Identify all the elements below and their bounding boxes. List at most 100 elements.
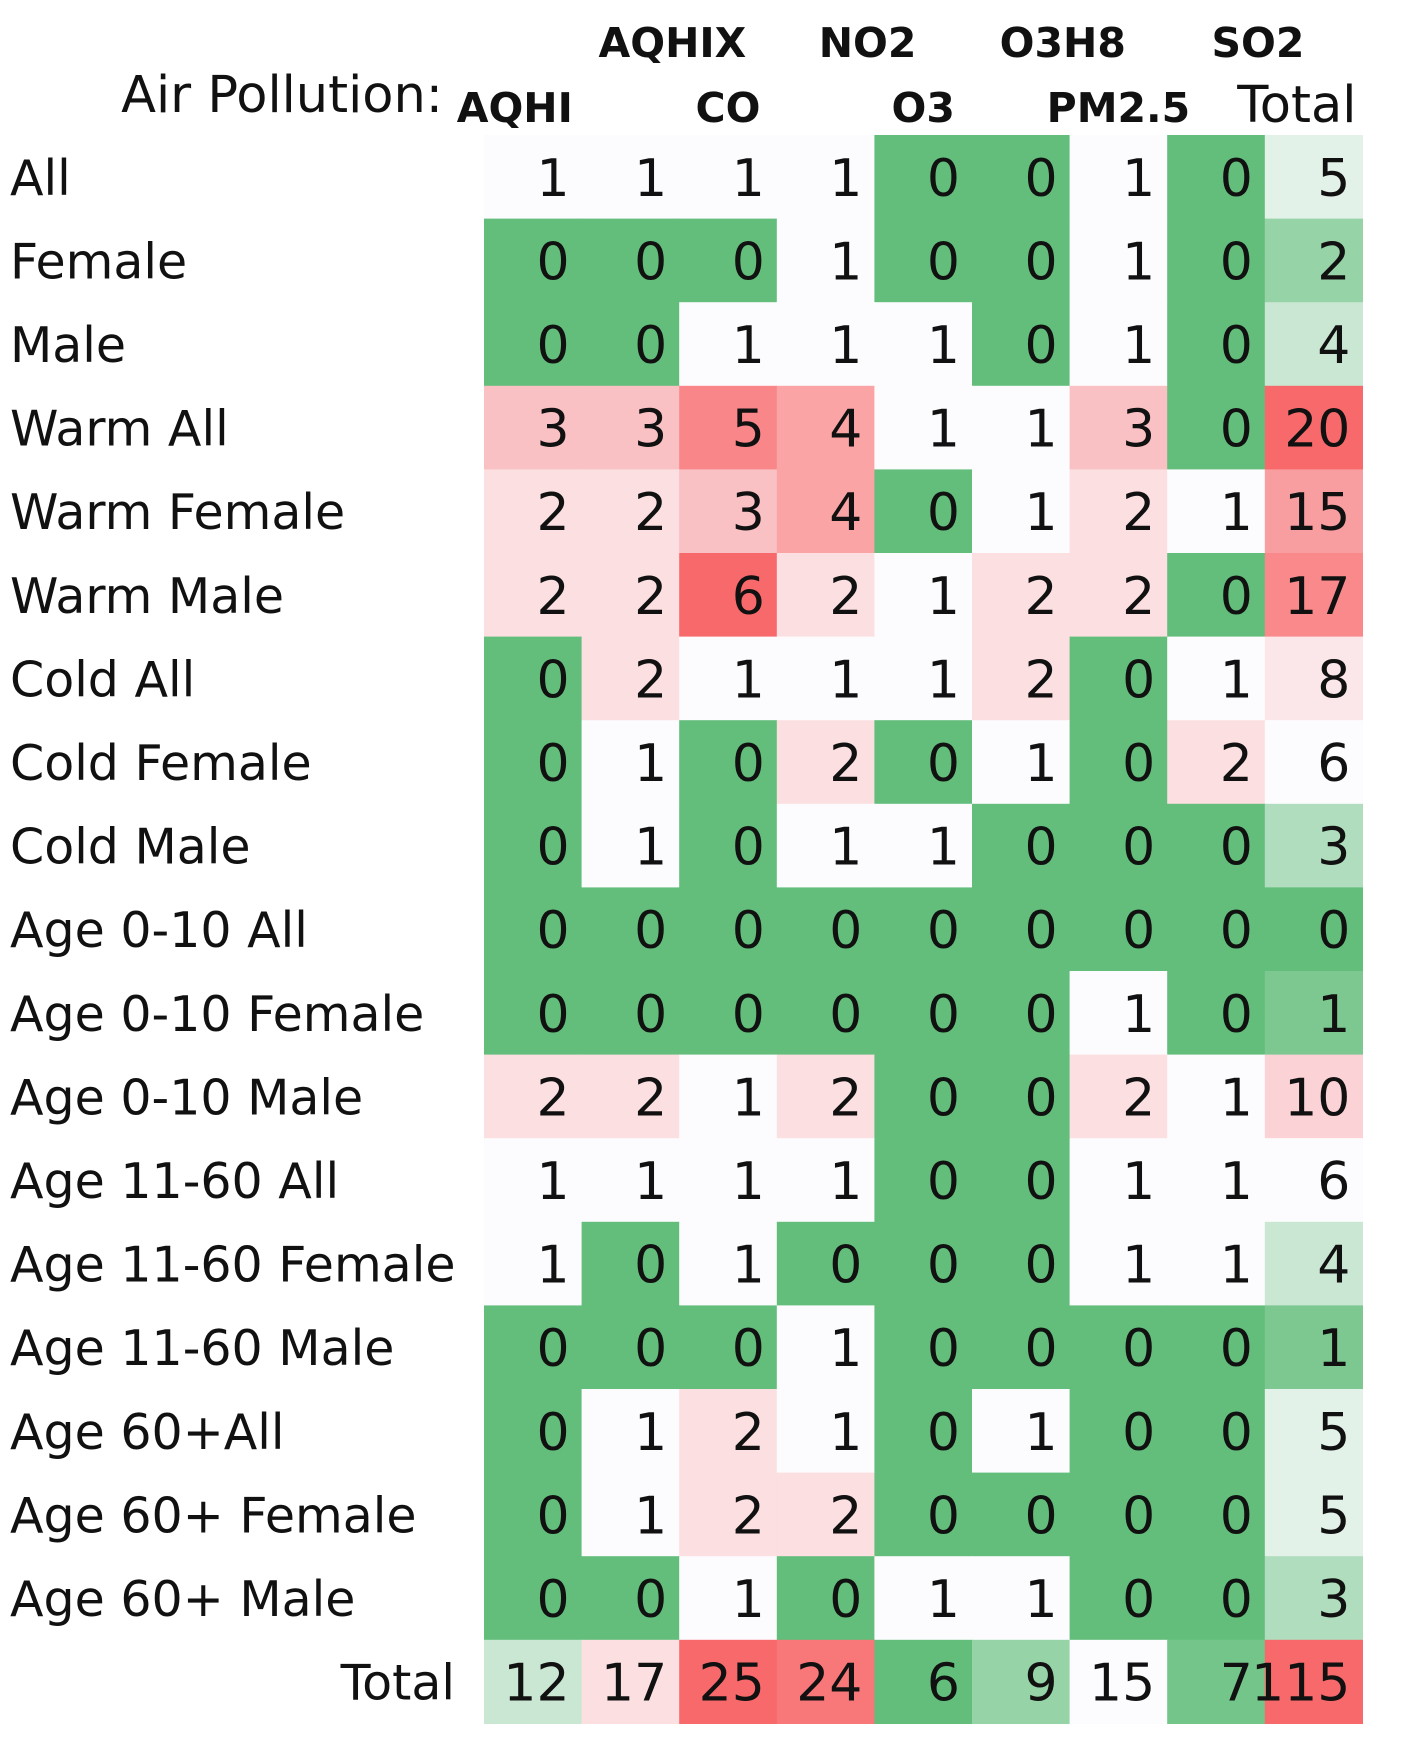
cell-value: 0 [537,1486,570,1546]
cell-value: 0 [1025,1068,1058,1128]
heatmap-cell [679,469,778,554]
row-label-all: All [10,150,71,207]
cell-value: 9 [1025,1654,1058,1714]
cell-value: 0 [1220,567,1253,627]
heatmap-cell [679,218,778,303]
heatmap-cell [679,1138,778,1223]
cell-value: 0 [1220,818,1253,878]
heatmap-cell [1264,469,1363,554]
cell-value: 2 [537,483,570,543]
heatmap-cell [1069,1389,1168,1474]
cell-value: 1 [634,1403,667,1463]
cell-value: 1 [1220,483,1253,543]
heatmap-cell [484,553,583,638]
cell-value: 1 [1122,149,1155,209]
heatmap-cell [484,720,583,805]
cell-value: 0 [1220,1570,1253,1630]
cell-value: 25 [699,1654,765,1714]
heatmap-cell [581,1389,680,1474]
heatmap-cell [776,1389,875,1474]
cell-value: 1 [537,1152,570,1212]
cell-value: 1 [732,650,765,710]
cell-value: 1 [927,567,960,627]
heatmap-cell [1167,1221,1266,1306]
heatmap-cell [581,553,680,638]
cell-value: 0 [537,232,570,292]
cell-value: 1 [634,1486,667,1546]
cell-value: 1 [1317,1319,1350,1379]
cell-value: 0 [537,734,570,794]
heatmap-cell [484,135,583,220]
heatmap-cell [1069,553,1168,638]
row-labels: All Female Male Warm All Warm Female Warm Mal… [10,150,455,1712]
heatmap-cell [874,636,973,721]
cell-value: 0 [634,316,667,376]
heatmap-cell [972,1138,1071,1223]
cell-value: 2 [829,1486,862,1546]
heatmap-cell [1069,636,1168,721]
column-label-aqhi: AQHI [457,84,573,132]
heatmap-cell [1069,1138,1168,1223]
row-label-warm-all: Warm All [10,401,229,458]
cell-value: 0 [1025,316,1058,376]
cell-value: 2 [732,1403,765,1463]
cell-value: 0 [1220,1486,1253,1546]
cell-value: 1 [829,818,862,878]
heatmap-cell [1069,1556,1168,1641]
heatmap-cell [1069,803,1168,888]
cell-value: 0 [1025,232,1058,292]
heatmap-cell [484,218,583,303]
cell-value: 0 [1025,1152,1058,1212]
heatmap-cell [484,1639,583,1724]
heatmap-cell [679,636,778,721]
heatmap-cell [1167,887,1266,972]
heatmap-cell [972,218,1071,303]
heatmap-cell [776,218,875,303]
heatmap-cell [874,469,973,554]
heatmap-cell [776,302,875,387]
cell-value: 4 [829,483,862,543]
cell-value: 2 [537,567,570,627]
heatmap-cell [1264,1054,1363,1139]
cell-value: 2 [634,483,667,543]
cell-value: 1 [537,1236,570,1296]
heatmap-cell [1069,385,1168,470]
row-label-age-0-10-male: Age 0-10 Male [10,1069,363,1126]
heatmap-cell [874,1556,973,1641]
heatmap-cell [972,1054,1071,1139]
cell-value: 0 [927,149,960,209]
heatmap-cell [776,1305,875,1390]
heatmap-cell [1264,1221,1363,1306]
cell-value: 0 [927,901,960,961]
cell-value: 2 [1025,567,1058,627]
cell-value: 3 [1317,818,1350,878]
cell-value: 1 [634,734,667,794]
cell-value: 0 [537,1319,570,1379]
cell-value: 1 [829,1319,862,1379]
cell-value: 3 [1122,400,1155,460]
cell-value: 3 [537,400,570,460]
cell-value: 2 [1025,650,1058,710]
row-label-age-11-60-female: Age 11-60 Female [10,1237,455,1294]
heatmap-cell [874,1305,973,1390]
cell-value: 1 [927,818,960,878]
cell-value: 0 [1220,901,1253,961]
cell-value: 0 [927,1486,960,1546]
cell-value: 2 [1122,483,1155,543]
cell-value: 0 [1220,316,1253,376]
cell-value: 1 [732,1068,765,1128]
row-label-age-0-10-female: Age 0-10 Female [10,986,424,1043]
column-label-o3h8: O3H8 [1000,19,1126,67]
heatmap-cell [679,1305,778,1390]
cell-value: 1 [1122,316,1155,376]
heatmap-cell [1167,302,1266,387]
heatmap-cell [1069,302,1168,387]
row-label-cold-male: Cold Male [10,819,251,876]
cell-value: 1 [829,1403,862,1463]
heatmap-cell [972,803,1071,888]
heatmap-cell [484,1556,583,1641]
cell-value: 0 [829,901,862,961]
heatmap-cell [1264,720,1363,805]
cell-value: 5 [732,400,765,460]
cell-value: 0 [537,1403,570,1463]
